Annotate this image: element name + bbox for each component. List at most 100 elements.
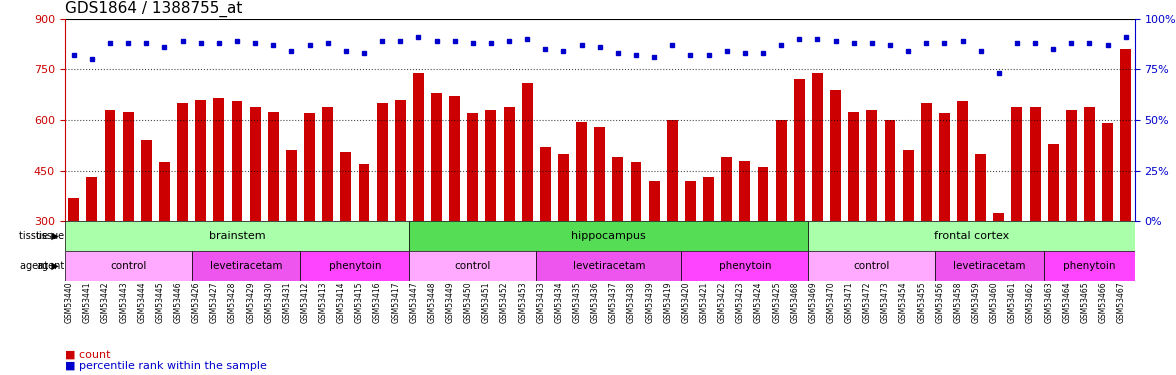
Bar: [359, 164, 369, 322]
Text: GSM53435: GSM53435: [573, 281, 582, 323]
Bar: [159, 162, 169, 322]
Bar: [449, 96, 460, 322]
Bar: [721, 157, 733, 322]
Bar: [432, 93, 442, 322]
Text: phenytoin: phenytoin: [719, 261, 771, 271]
Text: levetiracetam: levetiracetam: [573, 261, 646, 271]
Bar: [667, 120, 677, 322]
Text: GSM53451: GSM53451: [482, 281, 490, 323]
Text: GSM53422: GSM53422: [717, 281, 727, 322]
Text: GSM53467: GSM53467: [1117, 281, 1125, 323]
Bar: [540, 147, 550, 322]
Bar: [649, 181, 660, 322]
Text: levetiracetam: levetiracetam: [209, 261, 282, 271]
Bar: [1065, 110, 1077, 322]
Bar: [1102, 123, 1112, 322]
Bar: [830, 90, 841, 322]
Text: tissue ▶: tissue ▶: [19, 231, 59, 241]
Text: GSM53448: GSM53448: [428, 281, 436, 323]
Text: GSM53458: GSM53458: [954, 281, 962, 323]
Bar: [340, 152, 352, 322]
Text: GSM53413: GSM53413: [319, 281, 328, 323]
Text: GSM53420: GSM53420: [681, 281, 690, 323]
Bar: [938, 113, 950, 322]
Text: GSM53453: GSM53453: [519, 281, 527, 323]
Bar: [467, 113, 479, 322]
Text: GSM53440: GSM53440: [65, 281, 74, 323]
Text: GSM53463: GSM53463: [1044, 281, 1054, 323]
Text: GSM53472: GSM53472: [863, 281, 871, 323]
Bar: [935, 251, 1044, 281]
Bar: [178, 103, 188, 322]
Bar: [249, 106, 261, 322]
Text: GSM53437: GSM53437: [609, 281, 617, 323]
Bar: [503, 106, 515, 322]
Bar: [757, 167, 768, 322]
Text: GSM53447: GSM53447: [409, 281, 419, 323]
Bar: [1048, 144, 1058, 322]
Text: GSM53465: GSM53465: [1081, 281, 1089, 323]
Bar: [776, 120, 787, 322]
Text: GSM53445: GSM53445: [155, 281, 165, 323]
Text: GSM53414: GSM53414: [336, 281, 346, 323]
Bar: [268, 112, 279, 322]
Text: GSM53433: GSM53433: [536, 281, 546, 323]
Bar: [87, 177, 98, 322]
Text: GSM53429: GSM53429: [246, 281, 255, 323]
Bar: [376, 103, 388, 322]
Bar: [794, 80, 804, 322]
Bar: [68, 198, 79, 322]
Text: hippocampus: hippocampus: [572, 231, 646, 241]
Text: GSM53412: GSM53412: [301, 281, 309, 322]
Text: GSM53468: GSM53468: [790, 281, 800, 323]
Text: phenytoin: phenytoin: [1063, 261, 1116, 271]
Bar: [613, 157, 623, 322]
Bar: [1030, 106, 1041, 322]
Text: GSM53426: GSM53426: [192, 281, 201, 323]
Text: GSM53444: GSM53444: [138, 281, 146, 323]
Text: GSM53423: GSM53423: [736, 281, 744, 323]
Text: control: control: [111, 261, 146, 271]
Text: GSM53460: GSM53460: [990, 281, 998, 323]
Bar: [105, 110, 115, 322]
Text: GSM53471: GSM53471: [844, 281, 854, 323]
Bar: [522, 83, 533, 322]
Bar: [141, 140, 152, 322]
Text: GSM53461: GSM53461: [1008, 281, 1017, 323]
Bar: [594, 127, 606, 322]
Text: GSM53459: GSM53459: [971, 281, 981, 323]
Text: agent: agent: [36, 261, 65, 271]
Bar: [576, 122, 587, 322]
Text: agent ▶: agent ▶: [20, 261, 59, 271]
Text: GSM53441: GSM53441: [82, 281, 92, 323]
Text: GSM53425: GSM53425: [773, 281, 781, 323]
Text: GSM53419: GSM53419: [663, 281, 673, 323]
Bar: [305, 113, 315, 322]
Text: GSM53449: GSM53449: [446, 281, 455, 323]
Text: frontal cortex: frontal cortex: [934, 231, 1009, 241]
Bar: [884, 120, 895, 322]
Text: GSM53430: GSM53430: [265, 281, 273, 323]
Bar: [808, 251, 935, 281]
Bar: [921, 103, 931, 322]
Text: GSM53439: GSM53439: [646, 281, 654, 323]
Bar: [703, 177, 714, 322]
Text: GSM53436: GSM53436: [590, 281, 600, 323]
Bar: [1121, 49, 1131, 322]
Text: GSM53428: GSM53428: [228, 281, 238, 322]
Text: GSM53446: GSM53446: [174, 281, 182, 323]
Bar: [122, 112, 134, 322]
Text: GSM53443: GSM53443: [119, 281, 128, 323]
Text: GDS1864 / 1388755_at: GDS1864 / 1388755_at: [65, 1, 242, 17]
Bar: [848, 112, 860, 322]
Text: GSM53424: GSM53424: [754, 281, 763, 323]
Text: GSM53464: GSM53464: [1062, 281, 1071, 323]
Text: GSM53456: GSM53456: [935, 281, 944, 323]
Bar: [903, 150, 914, 322]
Bar: [192, 251, 301, 281]
Text: GSM53450: GSM53450: [463, 281, 473, 323]
Bar: [740, 160, 750, 322]
Bar: [630, 162, 641, 322]
Bar: [684, 181, 696, 322]
Bar: [65, 221, 409, 251]
